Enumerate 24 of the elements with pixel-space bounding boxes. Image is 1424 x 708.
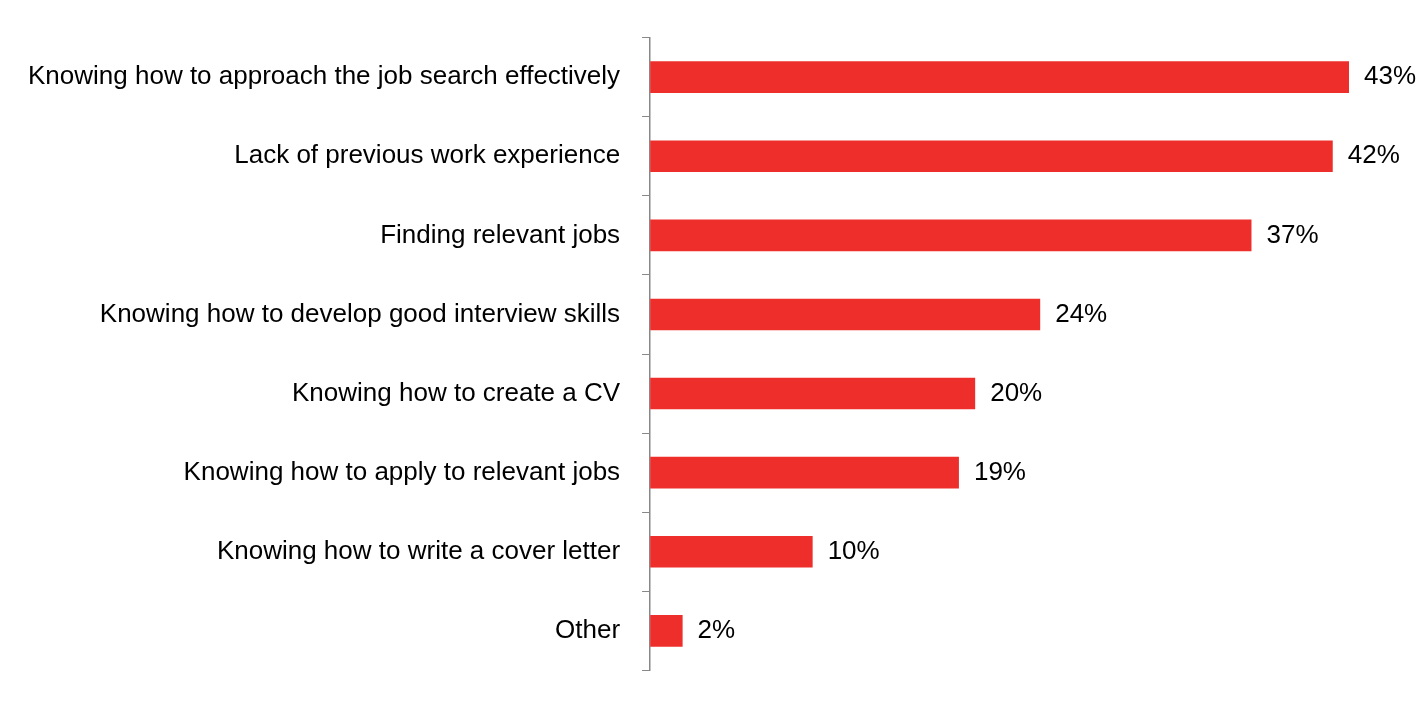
- bar: [650, 615, 683, 647]
- bar: [650, 298, 1041, 331]
- bar: [650, 456, 959, 489]
- data-label: 20%: [990, 376, 1043, 407]
- y-tick-label: Lack of previous work experience: [234, 139, 621, 170]
- bar: [650, 140, 1333, 173]
- y-tick-label: Finding relevant jobs: [380, 218, 621, 249]
- data-label: 42%: [1347, 139, 1400, 170]
- y-tick-label: Knowing how to approach the job search effectively: [28, 60, 621, 91]
- y-tick-label: Knowing how to develop good interview skills: [99, 297, 621, 328]
- y-tick-label: Other: [555, 614, 621, 645]
- data-label: 37%: [1266, 218, 1319, 249]
- bar: [650, 377, 976, 410]
- data-label: 43%: [1364, 60, 1417, 91]
- y-tick-label: Knowing how to apply to relevant jobs: [183, 455, 621, 486]
- data-label: 19%: [973, 455, 1026, 486]
- bar: [650, 61, 1349, 93]
- data-label: 24%: [1055, 297, 1108, 328]
- bar: [650, 535, 813, 568]
- bar: [650, 219, 1252, 252]
- y-tick-label: Knowing how to create a CV: [292, 376, 621, 407]
- data-label: 2%: [697, 614, 736, 645]
- data-label: 10%: [827, 534, 880, 565]
- y-tick-label: Knowing how to write a cover letter: [216, 534, 621, 565]
